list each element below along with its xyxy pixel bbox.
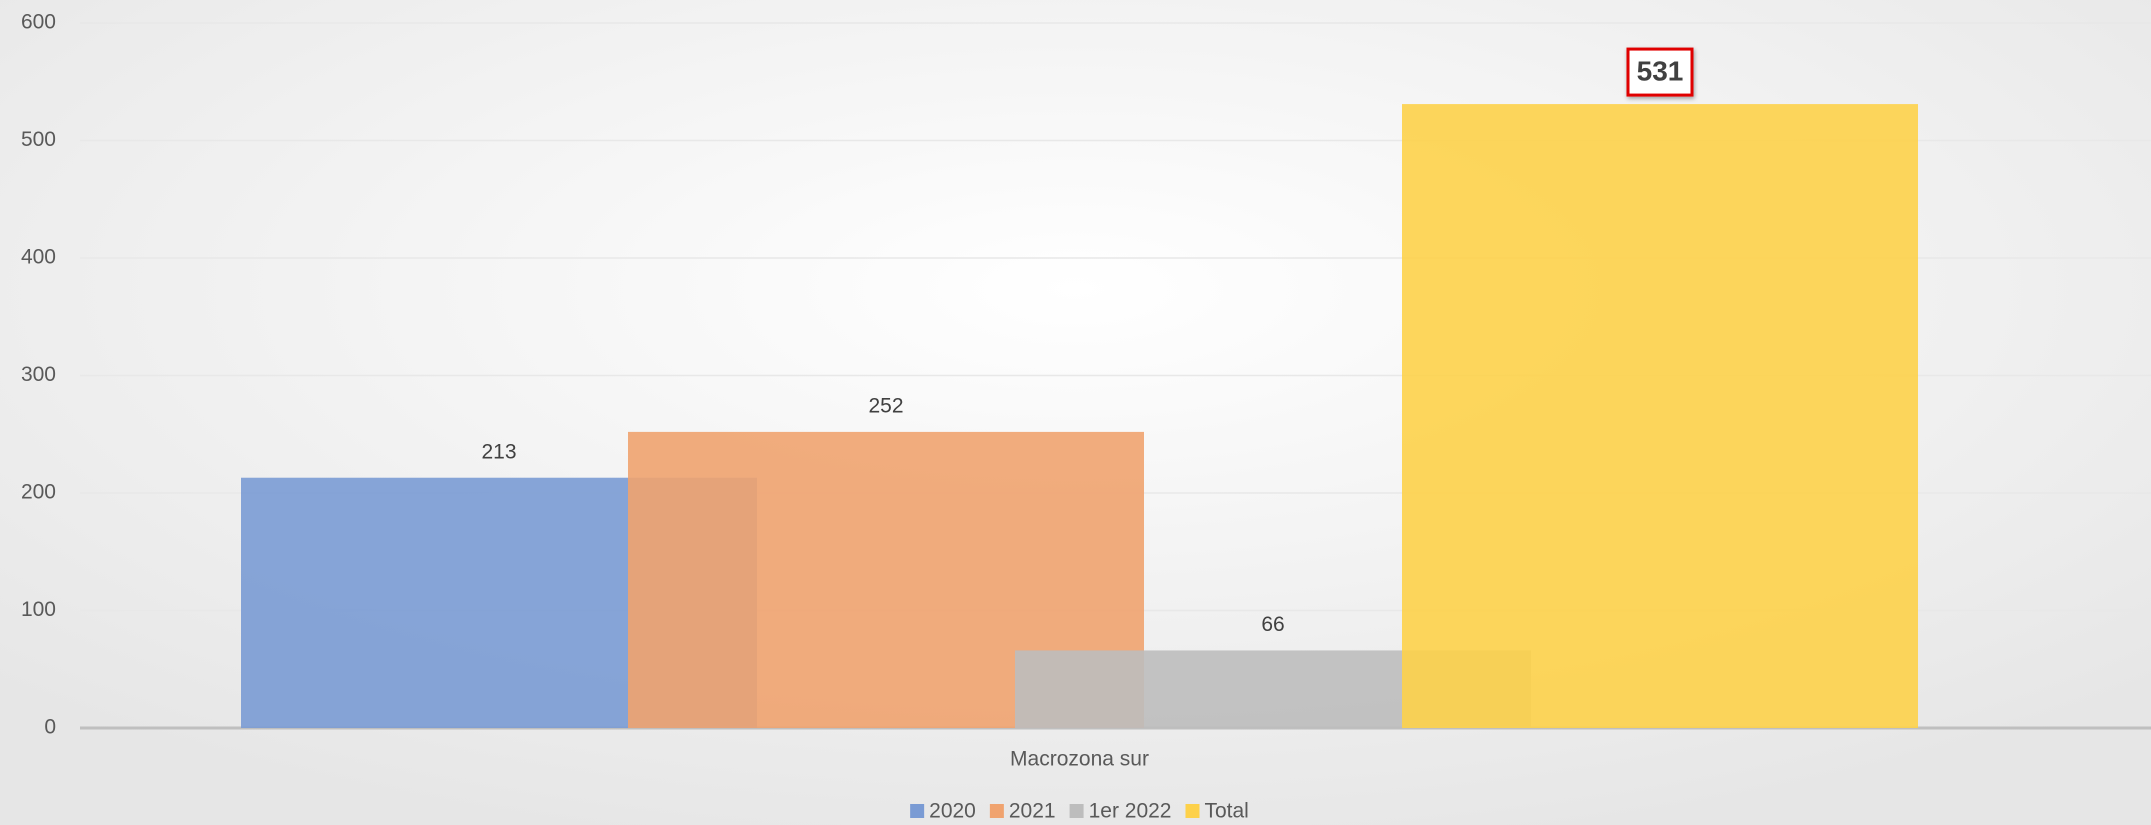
data-label: 66: [1261, 613, 1284, 636]
y-tick-label: 100: [21, 598, 56, 621]
legend-swatch: [989, 804, 1004, 818]
legend-swatch: [910, 804, 925, 818]
y-tick-label: 400: [21, 246, 56, 269]
x-tick-label: Macrozona sur: [1010, 748, 1149, 771]
y-tick-label: 500: [21, 128, 56, 151]
legend-swatch: [1185, 804, 1200, 818]
y-tick-label: 0: [44, 716, 56, 739]
legend-label: 1er 2022: [1089, 800, 1172, 823]
legend-label: 2020: [929, 800, 976, 823]
label-box: [1626, 47, 1694, 97]
y-tick-label: 300: [21, 363, 56, 386]
legend-swatch: [1069, 804, 1084, 818]
legend-label: Total: [1204, 800, 1248, 823]
legend: 2020 2021 1er 2022 Total: [910, 800, 1249, 823]
bar: [1402, 104, 1918, 728]
data-label: 252: [868, 394, 903, 417]
y-tick-label: 200: [21, 481, 56, 504]
legend-label: 2021: [1009, 800, 1056, 823]
data-label: 213: [481, 440, 516, 463]
data-label: 531: [1637, 55, 1684, 86]
y-tick-label: 600: [21, 11, 56, 34]
